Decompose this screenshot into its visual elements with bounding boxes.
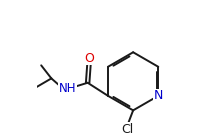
Text: N: N: [154, 89, 163, 102]
Text: O: O: [84, 52, 94, 65]
Text: NH: NH: [59, 82, 76, 95]
Text: Cl: Cl: [121, 123, 134, 136]
